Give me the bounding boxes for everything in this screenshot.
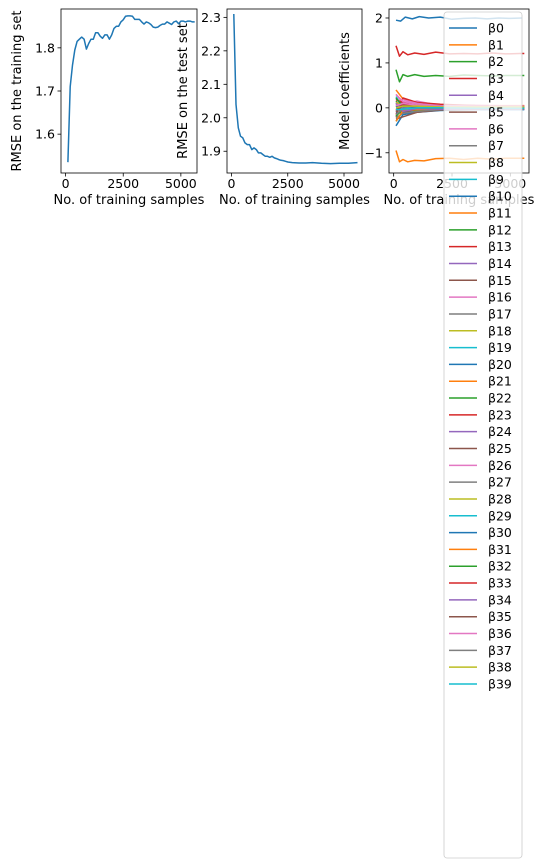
- x-axis-label: No. of training samples: [219, 193, 370, 208]
- legend-label: β6: [488, 121, 504, 136]
- subplot-test-rmse: 0 2500 5000 1.9 2.0 2.1 2.2 2.3 No. of training …: [176, 8, 370, 208]
- y-tick-label: 2.3: [201, 10, 221, 25]
- legend-label: β22: [488, 391, 512, 406]
- legend-label: β3: [488, 71, 504, 86]
- legend-label: β17: [488, 306, 512, 321]
- legend-label: β20: [488, 357, 512, 372]
- legend-label: β39: [488, 676, 512, 691]
- x-axis-label: No. of training samples: [54, 193, 205, 208]
- y-tick-label: 1.8: [35, 40, 55, 55]
- legend-label: β32: [488, 559, 512, 574]
- legend-label: β2: [488, 54, 504, 69]
- legend-label: β31: [488, 542, 512, 557]
- legend-label: β16: [488, 290, 512, 305]
- legend-label: β12: [488, 222, 512, 237]
- y-tick-label: 2: [375, 10, 383, 25]
- series-line-0: [233, 13, 358, 165]
- axes-frame: [226, 8, 363, 174]
- y-tick-label: 2.1: [201, 77, 221, 92]
- legend-label: β34: [488, 592, 512, 607]
- legend-label: β8: [488, 155, 504, 170]
- legend-label: β30: [488, 525, 512, 540]
- y-tick-label: −1: [365, 145, 383, 160]
- legend-label: β21: [488, 374, 512, 389]
- legend-label: β25: [488, 441, 512, 456]
- y-axis-label: Model coefficients: [338, 32, 353, 150]
- legend-label: β1: [488, 37, 504, 52]
- legend-label: β10: [488, 189, 512, 204]
- y-tick-label: 1.9: [201, 144, 221, 159]
- legend-label: β33: [488, 576, 512, 591]
- x-tick-label: 0: [390, 176, 398, 191]
- legend-label: β9: [488, 172, 504, 187]
- legend-label: β28: [488, 491, 512, 506]
- y-tick-label: 2.2: [201, 43, 221, 58]
- legend-label: β0: [488, 21, 504, 36]
- subplot-training-rmse: 0 2500 5000 1.6 1.7 1.8 No. of training sample…: [10, 8, 205, 208]
- legend-label: β5: [488, 105, 504, 120]
- x-tick-label: 0: [62, 176, 70, 191]
- legend-label: β14: [488, 256, 512, 271]
- legend-label: β37: [488, 643, 512, 658]
- legend-label: β35: [488, 609, 512, 624]
- y-axis-label: RMSE on the training set: [10, 10, 25, 171]
- x-tick-label: 0: [228, 176, 236, 191]
- legend-label: β11: [488, 206, 512, 221]
- legend-label: β26: [488, 458, 512, 473]
- x-tick-label: 5000: [328, 176, 360, 191]
- x-tick-label: 5000: [165, 176, 197, 191]
- legend-label: β19: [488, 340, 512, 355]
- legend-box: [443, 11, 523, 859]
- legend-label: β23: [488, 407, 512, 422]
- y-axis-label: RMSE on the test set: [176, 23, 191, 159]
- x-tick-label: 2500: [272, 176, 304, 191]
- legend-label: β24: [488, 424, 512, 439]
- y-tick-label: 1.7: [35, 84, 55, 99]
- legend-label: β7: [488, 138, 504, 153]
- legend-label: β29: [488, 508, 512, 523]
- y-tick-label: 2.0: [201, 110, 221, 125]
- series-line-0: [67, 15, 195, 163]
- legend-label: β13: [488, 239, 512, 254]
- y-tick-label: 1.6: [35, 127, 55, 142]
- legend-label: β15: [488, 273, 512, 288]
- legend-label: β27: [488, 475, 512, 490]
- legend-label: β18: [488, 323, 512, 338]
- legend-label: β36: [488, 626, 512, 641]
- y-tick-label: 1: [375, 55, 383, 70]
- y-tick-label: 0: [375, 100, 383, 115]
- legend-label: β38: [488, 660, 512, 675]
- x-tick-label: 2500: [107, 176, 139, 191]
- legend-label: β4: [488, 88, 504, 103]
